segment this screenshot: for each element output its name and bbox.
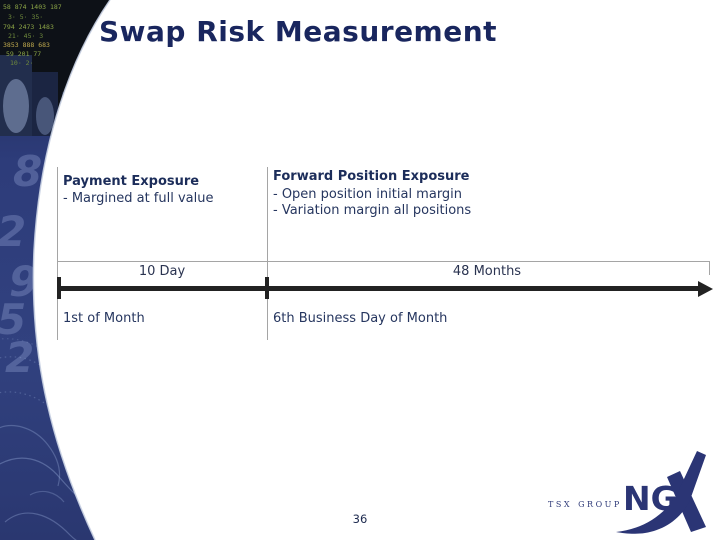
timeline-header-rule-end xyxy=(709,261,710,275)
ticker-row: 21· 45· 3 xyxy=(8,32,43,40)
ngx-x-swoosh xyxy=(616,451,706,534)
faint-digit: 2 xyxy=(5,333,34,382)
ticker-row: 10· 2· xyxy=(10,59,33,67)
timeline-tick-mid xyxy=(265,277,269,299)
tsx-group-text: tsx group xyxy=(548,496,622,510)
ticker-row: 3853 888 683 xyxy=(3,41,50,49)
timeline-tick-start xyxy=(57,277,61,299)
forward-exposure-heading: Forward Position Exposure xyxy=(273,169,470,184)
faint-digit: 5 xyxy=(0,295,26,344)
timeline-label-10-day: 10 Day xyxy=(138,264,186,279)
ticker-row: 59 201 77 xyxy=(6,50,41,58)
page-number: 36 xyxy=(352,512,368,526)
curve-edge xyxy=(32,0,111,540)
faint-digit: 2 xyxy=(0,207,26,256)
timeline-axis xyxy=(57,286,702,291)
forward-exposure-bullet-1: - Open position initial margin xyxy=(273,186,463,202)
timeline-arrowhead-icon xyxy=(698,281,713,297)
column-divider-left xyxy=(57,167,58,340)
ticker-row: 3· 5· 35· xyxy=(8,13,43,21)
payment-exposure-bullet: - Margined at full value xyxy=(63,191,214,206)
ticker-row: 794 2473 1483 xyxy=(3,23,54,31)
timeline-label-48-months: 48 Months xyxy=(452,264,522,279)
faint-digit: 8 xyxy=(13,147,42,196)
payment-exposure-panel: Payment Exposure - Margined at full valu… xyxy=(63,174,258,207)
timeline-header-rule xyxy=(57,261,710,262)
ticker-row: 58 874 1403 187 xyxy=(3,3,62,11)
timeline-sublabel-1st-of-month: 1st of Month xyxy=(63,311,145,326)
payment-exposure-heading: Payment Exposure xyxy=(63,174,200,189)
world-map-artwork xyxy=(0,338,101,540)
column-divider-mid xyxy=(267,167,268,340)
forward-exposure-bullet-2: - Variation margin all positions xyxy=(273,203,472,218)
timeline-sublabel-6th-business-day: 6th Business Day of Month xyxy=(273,311,448,326)
ngx-logo: tsx group NG xyxy=(548,451,706,534)
page-title: Swap Risk Measurement xyxy=(99,15,498,48)
forward-exposure-panel: Forward Position Exposure - Open positio… xyxy=(273,169,703,220)
